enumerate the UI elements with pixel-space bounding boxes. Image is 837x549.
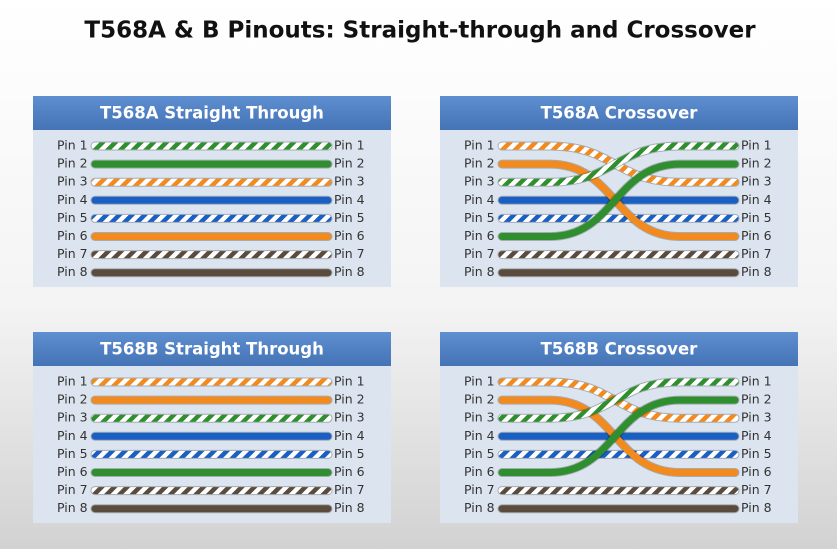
pin-label-left: Pin 4 bbox=[464, 192, 495, 207]
pin-label-right: Pin 2 bbox=[334, 156, 365, 171]
wire bbox=[498, 160, 739, 240]
panel: T568B Straight Through Pin 1 Pin 2 Pin 3 Pin… bbox=[33, 332, 391, 523]
pin-label-left: Pin 4 bbox=[57, 192, 88, 207]
panel-header bbox=[440, 332, 798, 366]
pin-label-left: Pin 3 bbox=[464, 174, 495, 189]
pin-label-right: Pin 1 bbox=[334, 374, 365, 389]
pin-label-left: Pin 5 bbox=[464, 210, 495, 225]
pin-label-right: Pin 8 bbox=[741, 264, 772, 279]
pin-label-left: Pin 2 bbox=[464, 156, 495, 171]
pin-label-right: Pin 2 bbox=[741, 392, 772, 407]
panel: T568B Crossover Pin 1 Pin 2 Pin 3 Pin 4 Pin 5… bbox=[440, 332, 798, 523]
pin-label-right: Pin 2 bbox=[334, 392, 365, 407]
panel-body bbox=[33, 130, 391, 287]
pin-label-left: Pin 2 bbox=[57, 392, 88, 407]
pin-label-left: Pin 4 bbox=[57, 428, 88, 443]
pin-label-right: Pin 6 bbox=[334, 228, 365, 243]
pin-label-right: Pin 8 bbox=[334, 500, 365, 515]
pin-label-left: Pin 3 bbox=[57, 174, 88, 189]
pin-label-left: Pin 3 bbox=[57, 410, 88, 425]
pin-label-right: Pin 4 bbox=[741, 192, 772, 207]
pin-label-right: Pin 5 bbox=[334, 210, 365, 225]
pin-label-left: Pin 5 bbox=[57, 446, 88, 461]
pin-label-right: Pin 7 bbox=[334, 246, 365, 261]
pin-label-left: Pin 7 bbox=[464, 482, 495, 497]
pin-label-right: Pin 7 bbox=[334, 482, 365, 497]
pin-label-right: Pin 8 bbox=[741, 500, 772, 515]
striped-wire bbox=[498, 142, 739, 186]
striped-wire bbox=[498, 378, 739, 422]
pin-label-left: Pin 7 bbox=[464, 246, 495, 261]
pin-label-right: Pin 6 bbox=[741, 464, 772, 479]
panel-header bbox=[33, 96, 391, 130]
pin-label-right: Pin 3 bbox=[741, 410, 772, 425]
panel-body bbox=[33, 366, 391, 523]
pin-label-right: Pin 4 bbox=[741, 428, 772, 443]
pin-label-right: Pin 3 bbox=[741, 174, 772, 189]
pin-label-right: Pin 3 bbox=[334, 410, 365, 425]
pin-label-left: Pin 1 bbox=[57, 138, 88, 153]
pin-label-left: Pin 5 bbox=[464, 446, 495, 461]
pin-label-left: Pin 1 bbox=[464, 374, 495, 389]
pin-label-left: Pin 3 bbox=[464, 410, 495, 425]
pin-label-right: Pin 4 bbox=[334, 428, 365, 443]
pin-label-left: Pin 2 bbox=[57, 156, 88, 171]
panel-title: T568B Straight Through bbox=[100, 340, 324, 359]
panel-header bbox=[440, 96, 798, 130]
panel: T568A Crossover Pin 1 Pin 2 Pin 3 Pin 4 Pin 5… bbox=[440, 96, 798, 287]
pin-label-left: Pin 8 bbox=[57, 264, 88, 279]
pin-label-right: Pin 8 bbox=[334, 264, 365, 279]
pin-label-right: Pin 6 bbox=[334, 464, 365, 479]
pin-label-right: Pin 5 bbox=[334, 446, 365, 461]
wire bbox=[498, 396, 739, 476]
pin-label-right: Pin 4 bbox=[334, 192, 365, 207]
pin-label-right: Pin 5 bbox=[741, 446, 772, 461]
panel: T568A Straight Through Pin 1 Pin 2 Pin 3 Pin… bbox=[33, 96, 391, 287]
pin-label-left: Pin 6 bbox=[464, 228, 495, 243]
pin-label-left: Pin 8 bbox=[57, 500, 88, 515]
panel-title: T568A Crossover bbox=[541, 104, 699, 123]
pin-label-left: Pin 7 bbox=[57, 482, 88, 497]
pin-label-left: Pin 8 bbox=[464, 500, 495, 515]
pin-label-left: Pin 6 bbox=[57, 464, 88, 479]
pin-label-left: Pin 1 bbox=[464, 138, 495, 153]
panel-header bbox=[33, 332, 391, 366]
pin-label-left: Pin 6 bbox=[464, 464, 495, 479]
pin-label-left: Pin 6 bbox=[57, 228, 88, 243]
pin-label-right: Pin 7 bbox=[741, 482, 772, 497]
pin-label-right: Pin 1 bbox=[741, 374, 772, 389]
pin-label-right: Pin 1 bbox=[334, 138, 365, 153]
pin-label-right: Pin 3 bbox=[334, 174, 365, 189]
pin-label-left: Pin 2 bbox=[464, 392, 495, 407]
pin-label-right: Pin 1 bbox=[741, 138, 772, 153]
pin-label-left: Pin 7 bbox=[57, 246, 88, 261]
pin-label-right: Pin 6 bbox=[741, 228, 772, 243]
pin-label-right: Pin 2 bbox=[741, 156, 772, 171]
pin-label-left: Pin 8 bbox=[464, 264, 495, 279]
pin-label-right: Pin 7 bbox=[741, 246, 772, 261]
page-title: T568A & B Pinouts: Straight-through and … bbox=[84, 18, 756, 44]
pin-label-left: Pin 5 bbox=[57, 210, 88, 225]
pin-label-left: Pin 4 bbox=[464, 428, 495, 443]
pin-label-left: Pin 1 bbox=[57, 374, 88, 389]
pin-label-right: Pin 5 bbox=[741, 210, 772, 225]
panel-title: T568A Straight Through bbox=[100, 104, 324, 123]
panel-title: T568B Crossover bbox=[541, 340, 699, 359]
